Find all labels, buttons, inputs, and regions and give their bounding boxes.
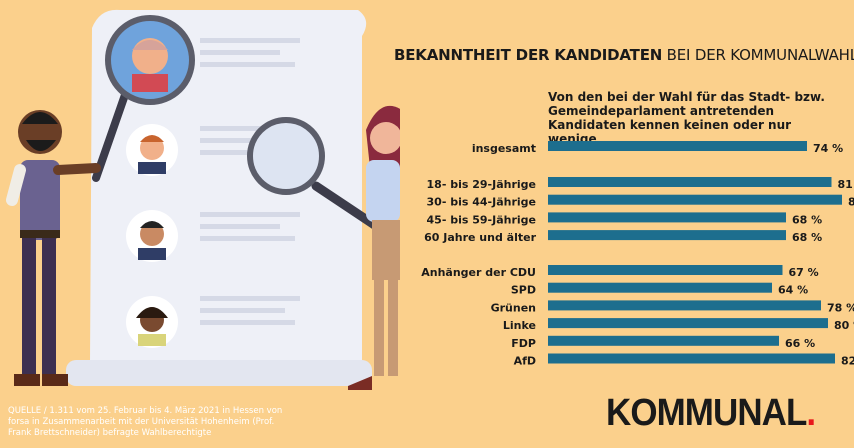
category-label: 45- bis 59-Jährige [427, 213, 536, 226]
woman-figure [348, 106, 400, 390]
value-label: 84 % [848, 196, 854, 209]
bar [548, 212, 786, 223]
category-label: SPD [511, 284, 536, 297]
category-label: 18- bis 29-Jährige [427, 178, 536, 191]
avatar [126, 296, 178, 348]
bar [548, 282, 772, 293]
source-note: QUELLE / 1.311 vom 25. Februar bis 4. Mä… [8, 406, 283, 438]
category-label: Grünen [491, 301, 536, 314]
value-label: 68 % [792, 231, 822, 244]
value-label: 66 % [785, 337, 815, 350]
category-label: Linke [503, 319, 536, 332]
value-label: 68 % [792, 213, 822, 226]
category-label: insgesamt [472, 142, 536, 155]
bar [548, 265, 783, 275]
value-label: 74 % [813, 142, 843, 155]
value-label: 67 % [789, 266, 819, 279]
magnifier-icon [247, 117, 381, 231]
bar [548, 194, 842, 205]
bar [548, 177, 832, 187]
bar [548, 300, 821, 311]
chart-title: BEKANNTHEIT DER KANDIDATEN BEI DER KOMMU… [394, 46, 854, 64]
category-label: AfD [514, 355, 536, 368]
value-label: 82 % [841, 355, 854, 368]
bar [548, 335, 779, 346]
bar [548, 141, 807, 151]
kommunal-logo: KOMMUNAL. [606, 392, 816, 434]
bar [548, 318, 828, 329]
avatar [126, 124, 178, 176]
value-label: 64 % [778, 284, 808, 297]
category-label: Anhänger der CDU [421, 266, 536, 279]
value-label: 81 % [838, 178, 854, 191]
value-label: 80 % [834, 319, 854, 332]
bar [548, 353, 835, 364]
value-label: 78 % [827, 301, 854, 314]
man-figure [6, 110, 101, 386]
bar [548, 230, 786, 241]
category-label: 30- bis 44-Jährige [427, 196, 536, 209]
avatar [126, 210, 178, 262]
magnifier-icon [92, 15, 195, 182]
chart-subtitle: Von den bei der Wahl für das Stadt- bzw.… [548, 90, 825, 146]
illustration [6, 9, 400, 390]
category-label: 60 Jahre und älter [424, 231, 536, 244]
category-label: FDP [511, 337, 536, 350]
